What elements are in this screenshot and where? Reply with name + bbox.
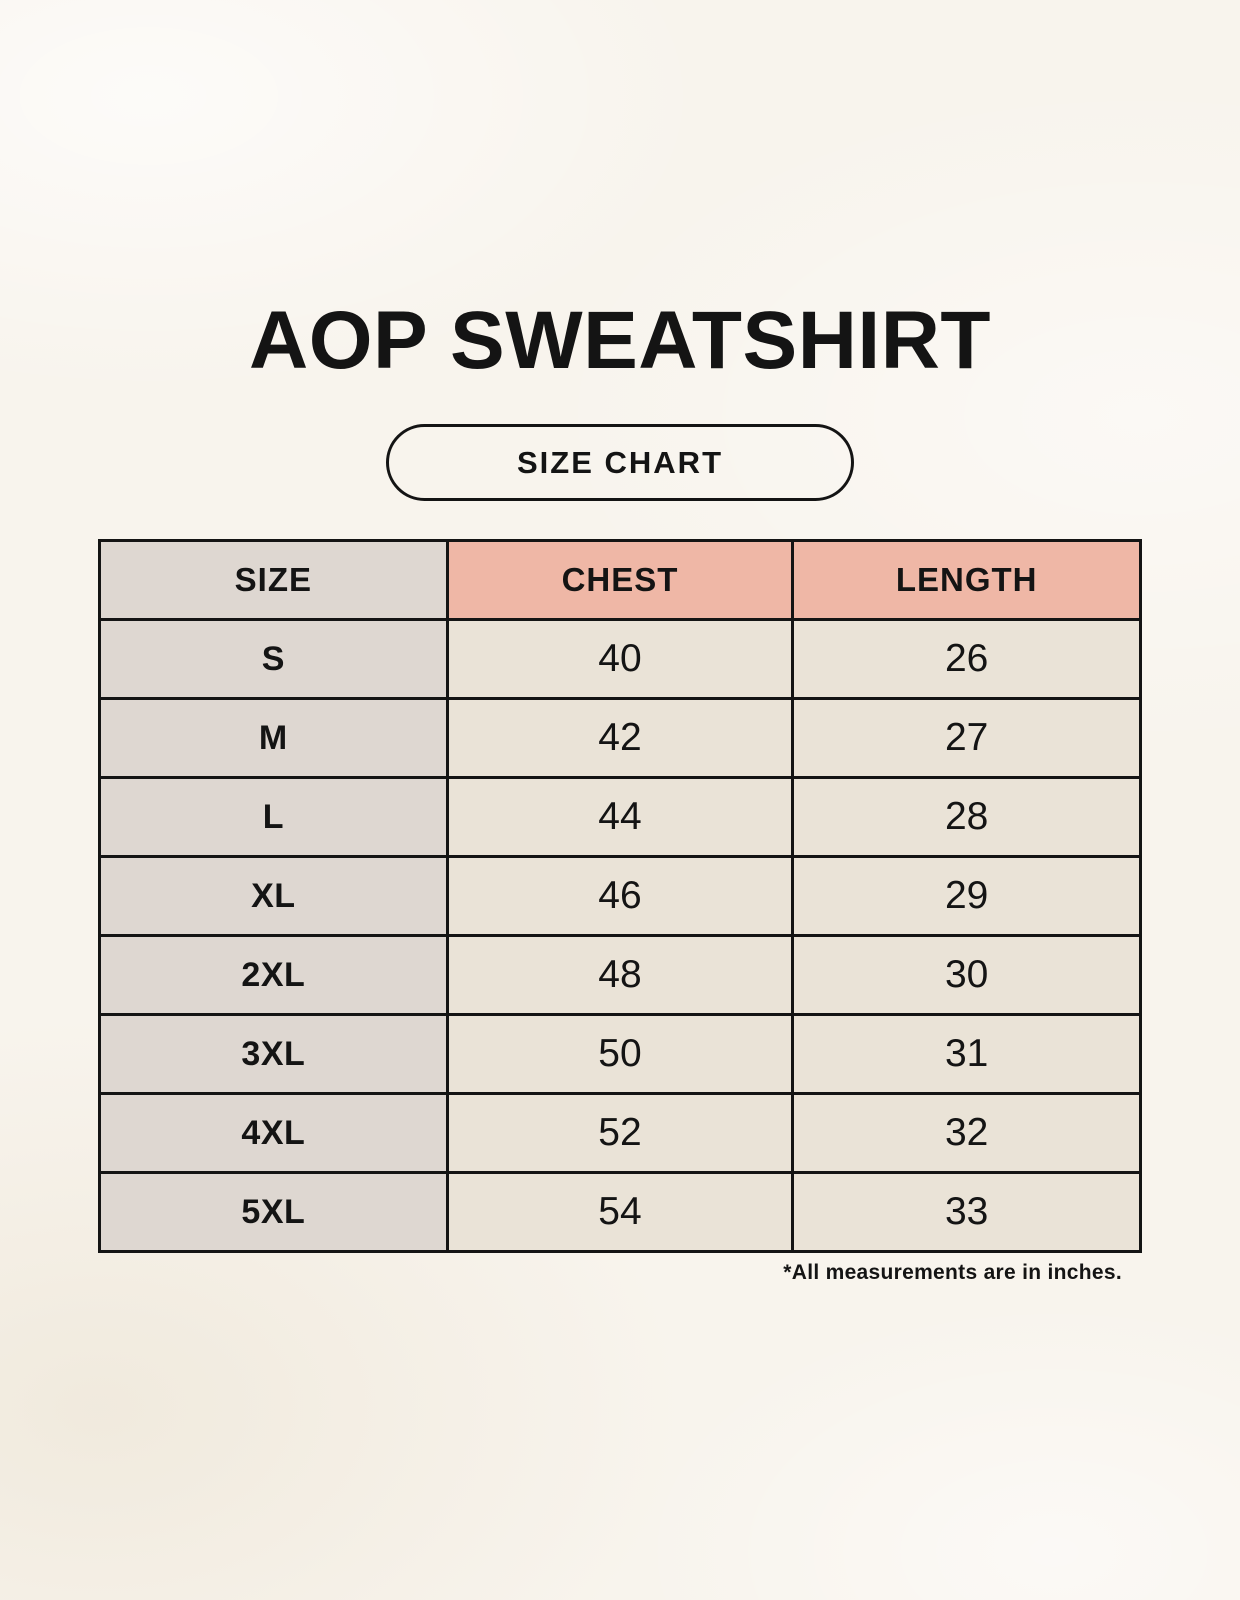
length-cell: 26 (791, 618, 1142, 700)
chest-cell: 46 (445, 855, 795, 937)
size-cell: 4XL (98, 1092, 449, 1174)
table-header: SIZE CHEST LENGTH (98, 539, 1142, 621)
size-chart-badge-label: SIZE CHART (517, 444, 723, 480)
chest-cell: 44 (445, 776, 795, 858)
table-row: 5XL 54 33 (98, 1171, 1142, 1253)
chest-cell: 48 (445, 934, 795, 1016)
size-cell: 5XL (98, 1171, 449, 1253)
length-cell: 28 (791, 776, 1142, 858)
size-cell: L (98, 776, 449, 858)
table-row: L 44 28 (98, 776, 1142, 858)
size-chart-table: SIZE CHEST LENGTH S 40 26 M 42 27 L 44 28 XL 46 29 2… (98, 539, 1142, 1253)
column-header-chest: CHEST (445, 539, 795, 621)
size-cell: XL (98, 855, 449, 937)
size-cell: 3XL (98, 1013, 449, 1095)
table-row: 2XL 48 30 (98, 934, 1142, 1016)
size-chart-badge: SIZE CHART (386, 424, 854, 501)
table-row: M 42 27 (98, 697, 1142, 779)
chest-cell: 54 (445, 1171, 795, 1253)
table-row: 4XL 52 32 (98, 1092, 1142, 1174)
column-header-size: SIZE (98, 539, 449, 621)
size-cell: 2XL (98, 934, 449, 1016)
header-row: SIZE CHEST LENGTH (98, 539, 1142, 621)
chest-cell: 40 (445, 618, 795, 700)
size-cell: M (98, 697, 449, 779)
table-row: 3XL 50 31 (98, 1013, 1142, 1095)
table-row: XL 46 29 (98, 855, 1142, 937)
length-cell: 32 (791, 1092, 1142, 1174)
length-cell: 30 (791, 934, 1142, 1016)
page-title: AOP SWEATSHIRT (249, 295, 991, 386)
length-cell: 31 (791, 1013, 1142, 1095)
size-table-body: S 40 26 M 42 27 L 44 28 XL 46 29 2XL 48 30 3XL 50 31 4XL 52… (98, 618, 1142, 1253)
column-header-length: LENGTH (791, 539, 1142, 621)
length-cell: 33 (791, 1171, 1142, 1253)
table-row: S 40 26 (98, 618, 1142, 700)
length-cell: 27 (791, 697, 1142, 779)
chest-cell: 50 (445, 1013, 795, 1095)
chest-cell: 52 (445, 1092, 795, 1174)
chest-cell: 42 (445, 697, 795, 779)
size-cell: S (98, 618, 449, 700)
length-cell: 29 (791, 855, 1142, 937)
measurement-note: *All measurements are in inches. (783, 1261, 1122, 1284)
